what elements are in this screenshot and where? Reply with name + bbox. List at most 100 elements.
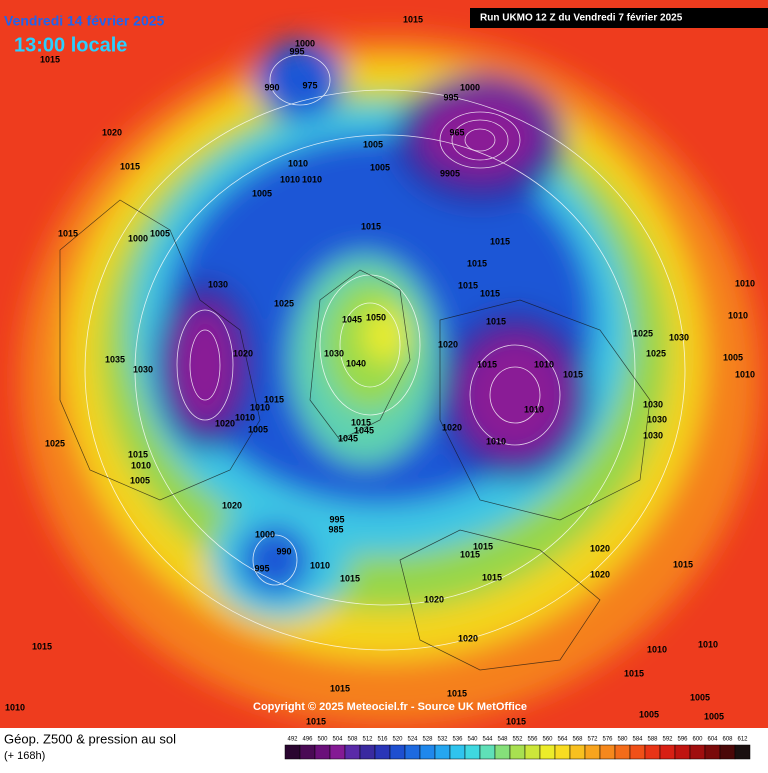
legend-swatch [389, 744, 406, 760]
isobar-label: 1010 [647, 644, 667, 654]
isobar-label: 1005 [150, 228, 170, 238]
isobar-label: 1010 [486, 436, 506, 446]
isobar-label: 1020 [424, 594, 444, 604]
isobar-label: 1020 [102, 127, 122, 137]
isobar-label: 995 [254, 563, 269, 573]
isobar-label: 1015 [482, 572, 502, 582]
legend-swatch [434, 744, 451, 760]
isobar-label: 1015 [486, 316, 506, 326]
run-box [470, 8, 768, 28]
isobar-label: 1025 [633, 328, 653, 338]
legend-swatch [374, 744, 391, 760]
isobar-label: 1015 [480, 288, 500, 298]
legend-label: 536 [452, 737, 463, 743]
legend-swatch [299, 744, 316, 760]
legend-label: 520 [392, 737, 403, 743]
legend-swatch [614, 744, 631, 760]
isobar-label: 1015 [120, 161, 140, 171]
legend-swatch [449, 744, 466, 760]
isobar-label: 1010 [131, 460, 151, 470]
isobar-label: 1015 [490, 236, 510, 246]
isobar-label: 1025 [45, 438, 65, 448]
legend-label: 500 [317, 737, 328, 743]
isobar-label: 1040 [346, 358, 366, 368]
legend-label: 584 [632, 737, 643, 743]
legend-swatch [659, 744, 676, 760]
legend-label: 556 [527, 737, 538, 743]
isobar-label: 1020 [215, 418, 235, 428]
isobar-label: 1010 [735, 369, 755, 379]
legend-swatch [479, 744, 496, 760]
legend-label: 612 [737, 737, 748, 743]
isobar-label: 1010 [310, 560, 330, 570]
isobar-label: 9905 [440, 168, 460, 178]
isobar-label: 1015 [506, 716, 526, 726]
legend-label: 496 [302, 737, 313, 743]
legend-swatch [584, 744, 601, 760]
legend-label: 492 [287, 737, 298, 743]
legend-label: 608 [722, 737, 733, 743]
isobar-label: 1015 [473, 541, 493, 551]
isobar-label: 1010 [524, 404, 544, 414]
legend-swatch [599, 744, 616, 760]
isobar-label: 1035 [105, 354, 125, 364]
legend-label: 540 [467, 737, 478, 743]
isobar-label: 1015 [351, 417, 371, 427]
isobar-label: 1015 [32, 641, 52, 651]
isobar-label: 1030 [647, 414, 667, 424]
legend-swatch [734, 744, 751, 760]
legend-swatch [404, 744, 421, 760]
run-label: Run UKMO 12 Z du Vendredi 7 février 2025 [480, 13, 683, 24]
isobar-label: 1005 [723, 352, 743, 362]
field [0, 0, 768, 728]
isobar-label: 1015 [460, 549, 480, 559]
isobar-label: 1005 [639, 709, 659, 719]
legend-swatch [629, 744, 646, 760]
isobar-label: 1030 [669, 332, 689, 342]
legend-label: 568 [572, 737, 583, 743]
isobar-label: 1010 [250, 402, 270, 412]
isobar-label: 1020 [590, 543, 610, 553]
legend-swatch [359, 744, 376, 760]
legend-label: 560 [542, 737, 553, 743]
isobar-label: 1015 [403, 14, 423, 24]
isobar-label: 1015 [330, 683, 350, 693]
isobar-label: 1005 [248, 424, 268, 434]
isobar-label: 1020 [222, 500, 242, 510]
isobar-label: 1015 [673, 559, 693, 569]
isobar-label: 985 [328, 524, 343, 534]
legend-swatch [644, 744, 661, 760]
isobar-label: 990 [276, 546, 291, 556]
isobar-label: 1010 [288, 158, 308, 168]
isobar-label: 1015 [264, 394, 284, 404]
legend-label: 588 [647, 737, 658, 743]
isobar-label: 1015 [306, 716, 326, 726]
isobar-label: 1015 [128, 449, 148, 459]
legend-swatch [284, 744, 301, 760]
legend-swatch [674, 744, 691, 760]
isobar-label: 995 [289, 46, 304, 56]
isobar-label: 1015 [563, 369, 583, 379]
time-label: 13:00 locale [14, 34, 127, 56]
legend-label: 564 [557, 737, 568, 743]
legend-label: 600 [692, 737, 703, 743]
isobar-label: 1000 [295, 38, 315, 48]
legend-swatch [569, 744, 586, 760]
isobar-label: 1000 [460, 82, 480, 92]
isobar-label: 1005 [370, 162, 390, 172]
isobar-label: 1020 [442, 422, 462, 432]
isobar-label: 1050 [366, 312, 386, 322]
footer-lead: (+ 168h) [4, 750, 45, 762]
legend-label: 576 [602, 737, 613, 743]
isobar-label: 1010 [235, 412, 255, 422]
isobar-label: 1025 [646, 348, 666, 358]
legend-swatch [524, 744, 541, 760]
isobar-label: 1005 [690, 692, 710, 702]
isobar-label: 1005 [130, 475, 150, 485]
isobar-label: 1030 [133, 364, 153, 374]
isobar-label: 1005 [704, 711, 724, 721]
legend-swatch [314, 744, 331, 760]
legend-swatch [344, 744, 361, 760]
isobar-label: 1030 [643, 399, 663, 409]
